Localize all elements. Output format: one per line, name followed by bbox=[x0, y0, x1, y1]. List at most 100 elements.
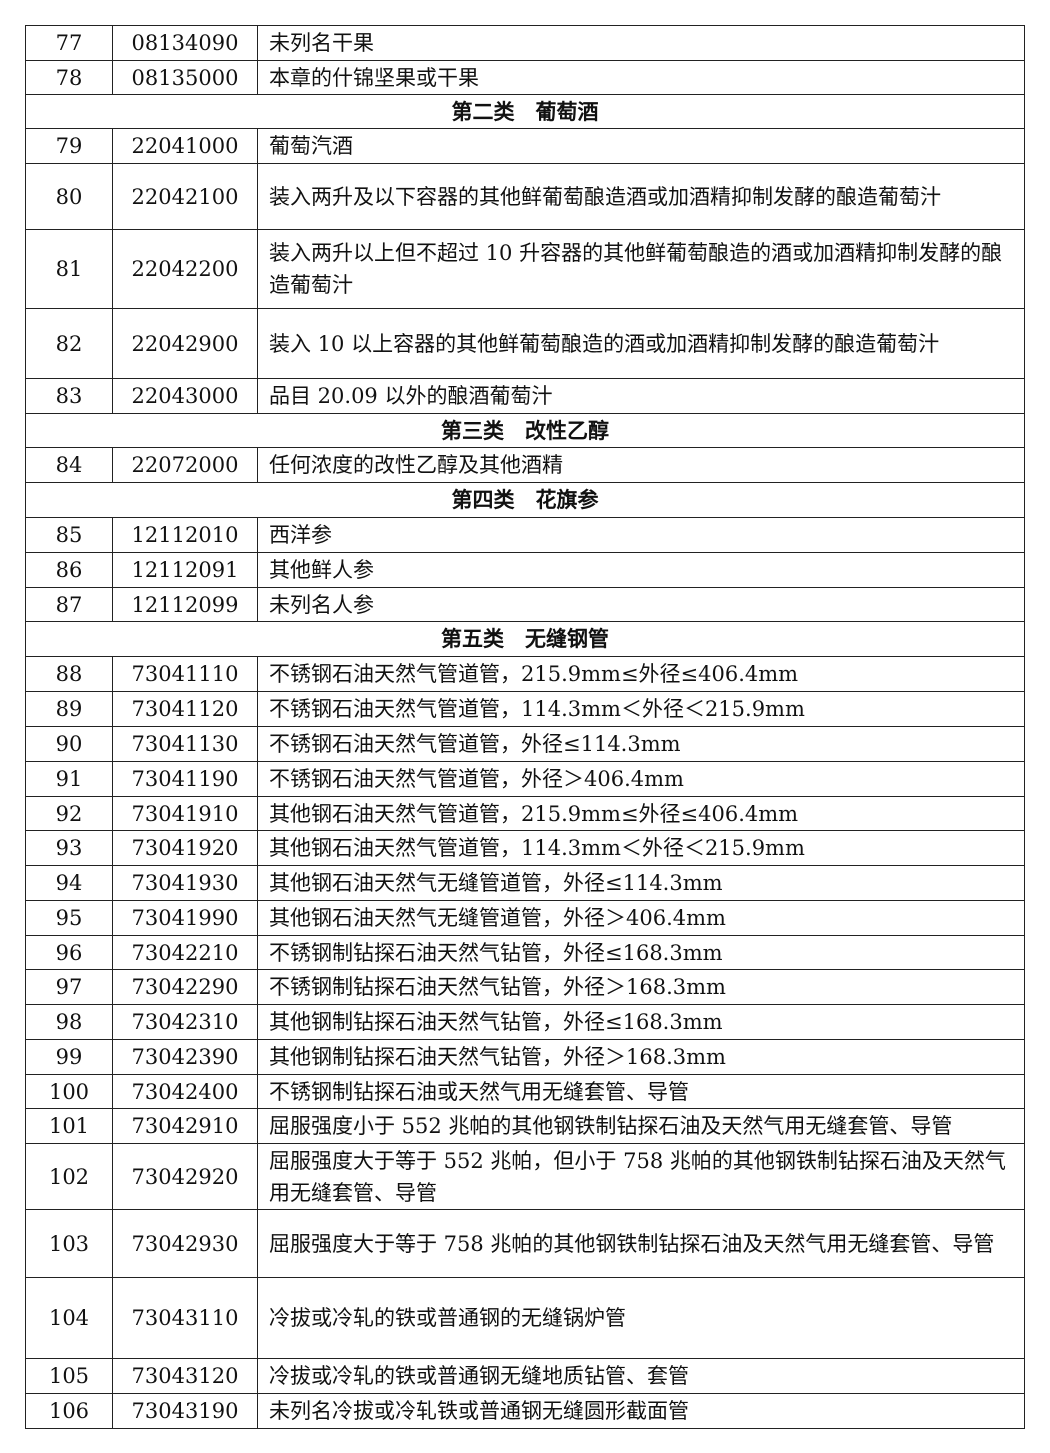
hs-code: 73043110 bbox=[112, 1277, 258, 1359]
item-number: 89 bbox=[25, 691, 113, 727]
item-number: 77 bbox=[25, 25, 113, 61]
item-number: 83 bbox=[25, 378, 113, 414]
hs-code: 73041930 bbox=[112, 865, 258, 901]
item-number: 101 bbox=[25, 1108, 113, 1144]
description: 装入 10 以上容器的其他鲜葡萄酿造的酒或加酒精抑制发酵的酿造葡萄汁 bbox=[257, 308, 1025, 379]
description: 不锈钢石油天然气管道管，外径≤114.3mm bbox=[257, 726, 1025, 762]
hs-code: 73042310 bbox=[112, 1004, 258, 1040]
item-number: 96 bbox=[25, 935, 113, 970]
hs-code: 22042900 bbox=[112, 308, 258, 379]
item-number: 100 bbox=[25, 1074, 113, 1109]
description: 本章的什锦坚果或干果 bbox=[257, 60, 1025, 95]
table-row: 106 73043190 未列名冷拔或冷轧铁或普通钢无缝圆形截面管 bbox=[25, 1393, 1025, 1429]
description: 其他钢制钻探石油天然气钻管，外径＞168.3mm bbox=[257, 1039, 1025, 1075]
table-row: 89 73041120 不锈钢石油天然气管道管，114.3mm＜外径＜215.9mm bbox=[25, 691, 1025, 727]
description: 不锈钢制钻探石油或天然气用无缝套管、导管 bbox=[257, 1074, 1025, 1109]
tariff-table: 77 08134090 未列名干果 78 08135000 本章的什锦坚果或干果 第二类 葡… bbox=[25, 25, 1025, 1429]
category-header: 第五类 无缝钢管 bbox=[25, 621, 1025, 657]
table-row: 93 73041920 其他钢石油天然气管道管，114.3mm＜外径＜215.9mm bbox=[25, 830, 1025, 866]
table-row: 79 22041000 葡萄汽酒 bbox=[25, 128, 1025, 164]
table-row: 97 73042290 不锈钢制钻探石油天然气钻管，外径＞168.3mm bbox=[25, 969, 1025, 1005]
table-row: 85 12112010 西洋参 bbox=[25, 517, 1025, 553]
category-header: 第二类 葡萄酒 bbox=[25, 94, 1025, 129]
hs-code: 12112099 bbox=[112, 587, 258, 622]
hs-code: 73041110 bbox=[112, 656, 258, 692]
hs-code: 22042100 bbox=[112, 163, 258, 230]
item-number: 87 bbox=[25, 587, 113, 622]
item-number: 81 bbox=[25, 229, 113, 309]
table-row: 82 22042900 装入 10 以上容器的其他鲜葡萄酿造的酒或加酒精抑制发酵的酿… bbox=[25, 308, 1025, 379]
hs-code: 73042920 bbox=[112, 1143, 258, 1210]
item-number: 92 bbox=[25, 796, 113, 831]
hs-code: 73042210 bbox=[112, 935, 258, 970]
description: 任何浓度的改性乙醇及其他酒精 bbox=[257, 447, 1025, 483]
description: 不锈钢石油天然气管道管，114.3mm＜外径＜215.9mm bbox=[257, 691, 1025, 727]
table-row: 104 73043110 冷拔或冷轧的铁或普通钢的无缝锅炉管 bbox=[25, 1277, 1025, 1359]
hs-code: 08134090 bbox=[112, 25, 258, 61]
hs-code: 73041130 bbox=[112, 726, 258, 762]
table-row: 81 22042200 装入两升以上但不超过 10 升容器的其他鲜葡萄酿造的酒或加酒… bbox=[25, 229, 1025, 309]
description: 不锈钢制钻探石油天然气钻管，外径＞168.3mm bbox=[257, 969, 1025, 1005]
item-number: 99 bbox=[25, 1039, 113, 1075]
description: 不锈钢制钻探石油天然气钻管，外径≤168.3mm bbox=[257, 935, 1025, 970]
item-number: 84 bbox=[25, 447, 113, 483]
description: 未列名人参 bbox=[257, 587, 1025, 622]
hs-code: 73043190 bbox=[112, 1393, 258, 1429]
description: 屈服强度小于 552 兆帕的其他钢铁制钻探石油及天然气用无缝套管、导管 bbox=[257, 1108, 1025, 1144]
item-number: 97 bbox=[25, 969, 113, 1005]
category-header-row: 第二类 葡萄酒 bbox=[25, 94, 1025, 129]
table-row: 96 73042210 不锈钢制钻探石油天然气钻管，外径≤168.3mm bbox=[25, 935, 1025, 970]
hs-code: 73042290 bbox=[112, 969, 258, 1005]
item-number: 105 bbox=[25, 1358, 113, 1394]
description: 不锈钢石油天然气管道管，外径＞406.4mm bbox=[257, 761, 1025, 797]
table-row: 98 73042310 其他钢制钻探石油天然气钻管，外径≤168.3mm bbox=[25, 1004, 1025, 1040]
table-row: 84 22072000 任何浓度的改性乙醇及其他酒精 bbox=[25, 447, 1025, 483]
description: 未列名冷拔或冷轧铁或普通钢无缝圆形截面管 bbox=[257, 1393, 1025, 1429]
table-row: 86 12112091 其他鲜人参 bbox=[25, 552, 1025, 588]
description: 其他钢石油天然气管道管，114.3mm＜外径＜215.9mm bbox=[257, 830, 1025, 866]
item-number: 104 bbox=[25, 1277, 113, 1359]
table-row: 91 73041190 不锈钢石油天然气管道管，外径＞406.4mm bbox=[25, 761, 1025, 797]
description: 冷拔或冷轧的铁或普通钢无缝地质钻管、套管 bbox=[257, 1358, 1025, 1394]
table-row: 87 12112099 未列名人参 bbox=[25, 587, 1025, 622]
item-number: 86 bbox=[25, 552, 113, 588]
item-number: 106 bbox=[25, 1393, 113, 1429]
hs-code: 73041910 bbox=[112, 796, 258, 831]
table-row: 83 22043000 品目 20.09 以外的酿酒葡萄汁 bbox=[25, 378, 1025, 414]
hs-code: 73043120 bbox=[112, 1358, 258, 1394]
hs-code: 73041920 bbox=[112, 830, 258, 866]
table-row: 99 73042390 其他钢制钻探石油天然气钻管，外径＞168.3mm bbox=[25, 1039, 1025, 1075]
description: 葡萄汽酒 bbox=[257, 128, 1025, 164]
table-row: 94 73041930 其他钢石油天然气无缝管道管，外径≤114.3mm bbox=[25, 865, 1025, 901]
item-number: 94 bbox=[25, 865, 113, 901]
hs-code: 08135000 bbox=[112, 60, 258, 95]
item-number: 93 bbox=[25, 830, 113, 866]
item-number: 88 bbox=[25, 656, 113, 692]
description: 屈服强度大于等于 758 兆帕的其他钢铁制钻探石油及天然气用无缝套管、导管 bbox=[257, 1209, 1025, 1278]
description: 屈服强度大于等于 552 兆帕，但小于 758 兆帕的其他钢铁制钻探石油及天然气… bbox=[257, 1143, 1025, 1210]
description: 其他钢石油天然气管道管，215.9mm≤外径≤406.4mm bbox=[257, 796, 1025, 831]
table-row: 88 73041110 不锈钢石油天然气管道管，215.9mm≤外径≤406.4mm bbox=[25, 656, 1025, 692]
item-number: 80 bbox=[25, 163, 113, 230]
item-number: 78 bbox=[25, 60, 113, 95]
item-number: 79 bbox=[25, 128, 113, 164]
item-number: 82 bbox=[25, 308, 113, 379]
description: 装入两升以上但不超过 10 升容器的其他鲜葡萄酿造的酒或加酒精抑制发酵的酿造葡萄… bbox=[257, 229, 1025, 309]
table-row: 100 73042400 不锈钢制钻探石油或天然气用无缝套管、导管 bbox=[25, 1074, 1025, 1109]
description: 未列名干果 bbox=[257, 25, 1025, 61]
table-row: 80 22042100 装入两升及以下容器的其他鲜葡萄酿造酒或加酒精抑制发酵的酿造葡… bbox=[25, 163, 1025, 230]
description: 其他鲜人参 bbox=[257, 552, 1025, 588]
item-number: 90 bbox=[25, 726, 113, 762]
hs-code: 22072000 bbox=[112, 447, 258, 483]
table-row: 95 73041990 其他钢石油天然气无缝管道管，外径＞406.4mm bbox=[25, 900, 1025, 936]
description: 装入两升及以下容器的其他鲜葡萄酿造酒或加酒精抑制发酵的酿造葡萄汁 bbox=[257, 163, 1025, 230]
table-row: 78 08135000 本章的什锦坚果或干果 bbox=[25, 60, 1025, 95]
hs-code: 73042910 bbox=[112, 1108, 258, 1144]
hs-code: 73042930 bbox=[112, 1209, 258, 1278]
hs-code: 73042400 bbox=[112, 1074, 258, 1109]
description: 其他钢石油天然气无缝管道管，外径≤114.3mm bbox=[257, 865, 1025, 901]
category-header: 第三类 改性乙醇 bbox=[25, 413, 1025, 448]
hs-code: 73041190 bbox=[112, 761, 258, 797]
description: 冷拔或冷轧的铁或普通钢的无缝锅炉管 bbox=[257, 1277, 1025, 1359]
description: 西洋参 bbox=[257, 517, 1025, 553]
